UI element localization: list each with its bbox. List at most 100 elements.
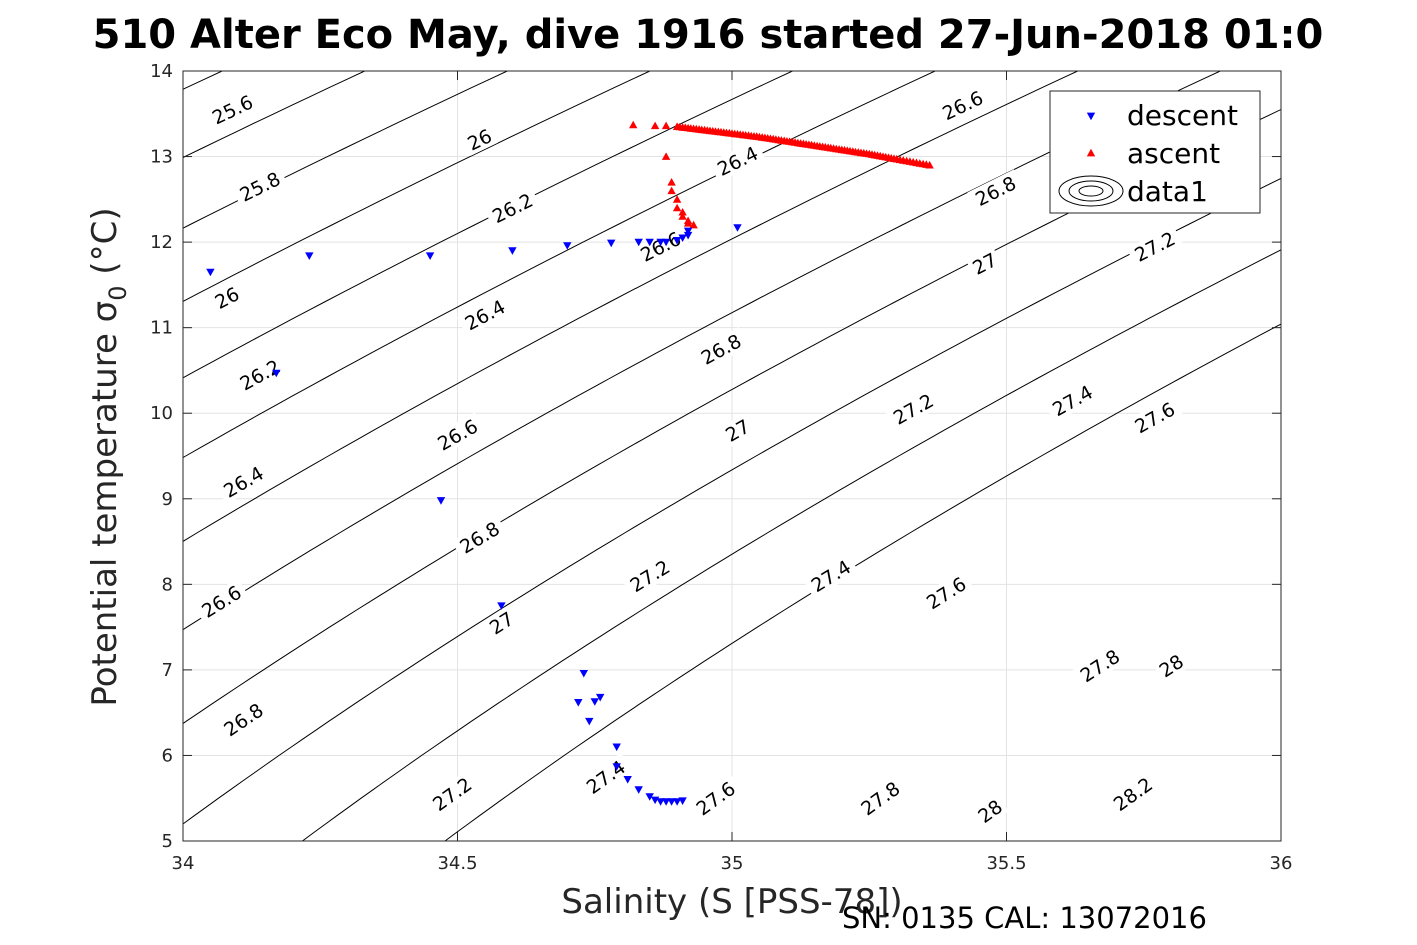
- contour-label-background: [208, 281, 246, 315]
- x-tick-label: 35: [721, 853, 744, 874]
- descent-point: [508, 247, 517, 255]
- x-tick-label: 34.5: [437, 853, 477, 874]
- descent-point: [206, 268, 215, 277]
- ascent-point: [629, 120, 638, 129]
- legend-box: [1049, 90, 1261, 214]
- ascent-point: [661, 152, 671, 160]
- legend-descent-marker: [1086, 112, 1096, 121]
- descent-point: [661, 798, 671, 806]
- descent-point: [672, 237, 682, 245]
- descent-point: [683, 231, 693, 240]
- y-axis-label-unit-spacer: [85, 275, 125, 286]
- contour-label-background: [231, 165, 289, 208]
- y-tick-label: 6: [162, 745, 173, 766]
- descent-point: [733, 224, 742, 232]
- ascent-point: [650, 121, 660, 130]
- descent-point: [497, 602, 506, 610]
- contour-label-background: [852, 774, 908, 823]
- contour-label-background: [429, 412, 486, 457]
- contour-label-background: [1044, 378, 1101, 423]
- y-tick-label: 9: [162, 489, 173, 510]
- contour-label-background: [971, 793, 1009, 829]
- contour-label-background: [1126, 224, 1183, 269]
- contour-label-background: [632, 224, 689, 269]
- y-tick-label: 11: [150, 318, 173, 339]
- ascent-point: [752, 132, 761, 140]
- y-tick-label: 8: [162, 574, 173, 595]
- y-tick-label: 7: [162, 660, 173, 681]
- x-tick-label: 34: [172, 853, 195, 874]
- axes: [182, 70, 1282, 842]
- ascent-point: [661, 121, 671, 130]
- contour-label-background: [482, 605, 520, 641]
- contour-label-background: [456, 292, 514, 337]
- descent-point: [656, 238, 665, 247]
- contour-label-background: [802, 552, 859, 599]
- y-axis-label-unit: (°C): [85, 207, 125, 274]
- ascent-point: [725, 128, 734, 137]
- x-tick-label: 36: [1270, 853, 1293, 874]
- legend-descent-triangle: [1086, 112, 1096, 121]
- descent-point: [634, 238, 643, 247]
- descent-point: [645, 793, 654, 801]
- legend-data1-icon: [1058, 175, 1124, 207]
- ascent-point: [667, 178, 676, 186]
- ascent-point: [922, 160, 931, 168]
- contour-label-background: [215, 459, 272, 505]
- descent-point: [612, 743, 621, 752]
- contour-label-background: [215, 695, 272, 744]
- contour-label-background: [204, 88, 261, 131]
- y-tick-label: 12: [150, 232, 173, 253]
- ascent-point: [678, 212, 687, 220]
- serial-calibration-note: SN: 0135 CAL: 13072016: [842, 901, 1207, 935]
- ascent-point: [697, 125, 706, 134]
- ascent-point: [889, 154, 899, 162]
- descent-point: [661, 238, 671, 247]
- descent-point: [612, 763, 621, 771]
- descent-point: [436, 497, 446, 505]
- descent-point: [563, 242, 572, 250]
- contour-label-background: [451, 514, 508, 561]
- ascent-point: [834, 145, 844, 153]
- contour-label-background: [687, 774, 744, 823]
- contour-line: [183, 71, 509, 229]
- contour-label-background: [885, 386, 942, 432]
- contour-line: [301, 249, 1281, 841]
- legend-descent-label: descent: [1127, 99, 1238, 132]
- contour-label-background: [484, 186, 541, 230]
- contour-line: [183, 71, 794, 379]
- descent-point: [585, 717, 594, 726]
- ascent-point: [678, 208, 687, 216]
- descent-point: [672, 798, 682, 806]
- y-axis-label-subscript: 0: [104, 285, 132, 300]
- ascent-series: [629, 120, 934, 229]
- descent-point: [678, 797, 687, 805]
- descent-point: [623, 776, 632, 784]
- descent-series: [206, 224, 742, 806]
- contour-label-background: [1152, 648, 1190, 684]
- contour-label-background: [692, 327, 750, 372]
- contour-label-background: [934, 84, 991, 127]
- ascent-point: [672, 203, 682, 212]
- descent-point: [579, 670, 588, 678]
- y-tick-label: 14: [150, 61, 173, 82]
- contour-label-background: [719, 413, 756, 448]
- contour-label-background: [709, 139, 766, 183]
- contour-label-background: [193, 578, 250, 625]
- contour-line: [444, 323, 1281, 841]
- descent-point: [574, 699, 583, 707]
- contour-label-background: [424, 769, 480, 818]
- descent-point: [645, 238, 654, 247]
- descent-point: [272, 369, 281, 378]
- contour-label-background: [966, 246, 1003, 281]
- contour-label-group: 26: [208, 281, 246, 315]
- descent-point: [305, 252, 314, 260]
- x-tick-label: 35.5: [986, 853, 1026, 874]
- ascent-point: [780, 136, 789, 145]
- contour-label-background: [967, 169, 1024, 213]
- chart-title: 510 Alter Eco May, dive 1916 started 27-…: [93, 12, 1324, 58]
- y-tick-label: 10: [150, 403, 173, 424]
- descent-point: [683, 227, 693, 236]
- ascent-point: [807, 140, 816, 149]
